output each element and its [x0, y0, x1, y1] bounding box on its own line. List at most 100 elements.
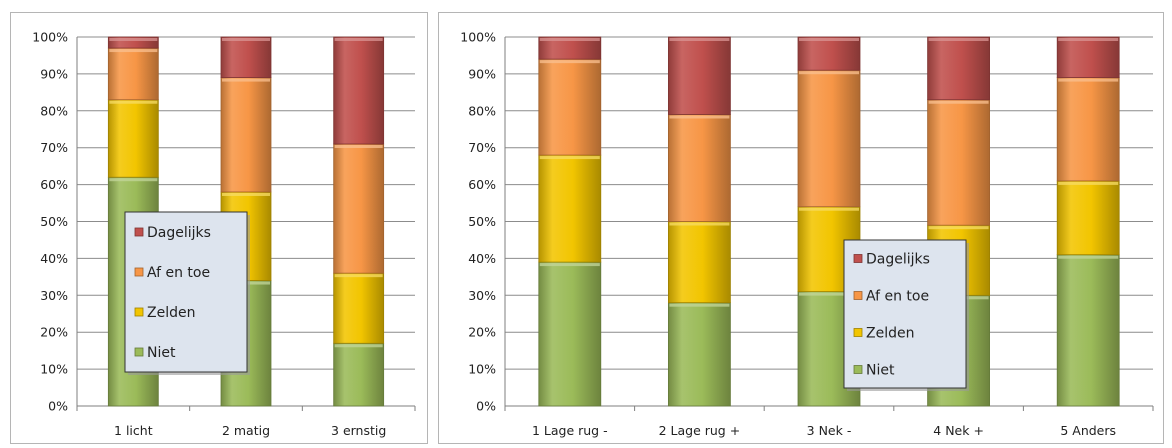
- legend-swatch-af-en-toe: [853, 291, 863, 300]
- legend-label: Af en toe: [866, 289, 929, 305]
- bar-segment-zelden: [333, 272, 385, 344]
- y-tick-label: 80%: [468, 103, 496, 118]
- legend-swatch-af-en-toe: [134, 267, 144, 277]
- bar-segment-af-en-toe: [107, 47, 159, 101]
- legend-swatch-dagelijks: [853, 254, 863, 263]
- y-tick-label: 100%: [460, 30, 496, 45]
- legend-label: Niet: [147, 345, 176, 361]
- bar-segment-bevel: [539, 156, 600, 160]
- bar-segment-bevel: [1058, 78, 1119, 82]
- y-tick-label: 10%: [40, 362, 68, 377]
- bar-segment-bevel: [334, 274, 383, 278]
- bar-segment-bevel: [539, 38, 600, 41]
- y-tick-label: 50%: [468, 214, 496, 229]
- bar-segment-dagelijks: [538, 36, 602, 60]
- bar-segment-dagelijks: [107, 36, 159, 49]
- bar-segment-bevel: [109, 38, 158, 41]
- bar-segment-bevel: [1058, 255, 1119, 259]
- bar-segment-dagelijks: [797, 36, 861, 71]
- bar-segment-dagelijks: [220, 36, 272, 78]
- y-tick-label: 10%: [468, 362, 496, 377]
- x-category-label: 5 Anders: [1060, 423, 1116, 438]
- y-tick-label: 100%: [32, 30, 68, 45]
- bar-segment-zelden: [107, 99, 159, 178]
- y-tick-label: 50%: [40, 214, 68, 229]
- bar-segment-bevel: [669, 222, 730, 226]
- bar-segment-af-en-toe: [220, 77, 272, 193]
- bar-segment-bevel: [799, 38, 859, 41]
- y-tick-label: 40%: [468, 251, 496, 266]
- y-tick-label: 30%: [40, 288, 68, 303]
- legend-box: [124, 211, 248, 373]
- bar-segment-af-en-toe: [333, 143, 385, 274]
- bar-segment-af-en-toe: [538, 58, 602, 156]
- bar-segment-dagelijks: [1056, 36, 1120, 78]
- bar-segment-bevel: [222, 192, 270, 196]
- x-category-label: 2 Lage rug +: [659, 423, 741, 438]
- bar-segment-zelden: [667, 221, 731, 304]
- y-tick-label: 0%: [48, 399, 68, 414]
- bar-segment-dagelijks: [667, 36, 731, 115]
- y-tick-label: 90%: [40, 66, 68, 81]
- chart-panel-complaint-type: 0% 10% 20% 30% 40% 50% 60% 70% 80% 90% 100% 1 Lage …: [438, 12, 1164, 444]
- legend-swatch-zelden: [134, 307, 144, 317]
- y-tick-label: 70%: [40, 140, 68, 155]
- bar-segment-bevel: [799, 71, 859, 75]
- bar-segment-bevel: [539, 263, 600, 267]
- bar-segment-bevel: [334, 38, 383, 41]
- bar-segment-niet: [667, 302, 731, 407]
- bar-segment-bevel: [109, 178, 158, 182]
- stacked-bar-chart-complaint-type: 0% 10% 20% 30% 40% 50% 60% 70% 80% 90% 100% 1 Lage …: [460, 30, 1154, 438]
- bar-segment-af-en-toe: [1056, 77, 1120, 182]
- bar-segment-af-en-toe: [927, 99, 991, 226]
- legend-label: Zelden: [147, 305, 195, 321]
- legend: Dagelijks Af en toe Zelden Niet: [843, 239, 969, 391]
- bar-segment-bevel: [799, 207, 859, 211]
- bar-segment-bevel: [928, 100, 989, 104]
- bar-segment-bevel: [1058, 38, 1119, 41]
- bar-segment-bevel: [334, 145, 383, 149]
- bar-segment-af-en-toe: [667, 114, 731, 222]
- legend-label: Niet: [866, 363, 895, 379]
- legend-swatch-niet: [134, 347, 144, 357]
- legend-label: Dagelijks: [147, 225, 211, 241]
- bar-segment-bevel: [1058, 181, 1119, 185]
- y-tick-label: 60%: [40, 177, 68, 192]
- x-category-label: 1 Lage rug -: [532, 423, 608, 438]
- bar-segment-bevel: [928, 38, 989, 41]
- x-category-label: 4 Nek +: [933, 423, 984, 438]
- legend: Dagelijks Af en toe Zelden Niet: [124, 211, 250, 375]
- x-category-label: 1 licht: [114, 423, 153, 438]
- legend-label: Zelden: [866, 326, 914, 342]
- chart-panel-severity: 0% 10% 20% 30% 40% 50% 60% 70% 80% 90% 100% 1 licht…: [10, 12, 428, 444]
- bar-segment-bevel: [928, 226, 989, 230]
- x-category-label: 2 matig: [222, 423, 270, 438]
- y-tick-label: 90%: [468, 66, 496, 81]
- legend-label: Af en toe: [147, 265, 210, 281]
- bar-segment-bevel: [669, 303, 730, 307]
- legend-swatch-niet: [853, 365, 863, 374]
- bar-segment-bevel: [669, 115, 730, 119]
- y-tick-label: 60%: [468, 177, 496, 192]
- bar-segment-bevel: [669, 38, 730, 41]
- y-tick-label: 0%: [476, 399, 496, 414]
- y-tick-label: 30%: [468, 288, 496, 303]
- x-category-label: 3 Nek -: [807, 423, 852, 438]
- bar-segment-niet: [333, 342, 385, 407]
- y-tick-label: 20%: [468, 325, 496, 340]
- y-tick-label: 80%: [40, 103, 68, 118]
- bar-segment-bevel: [109, 100, 158, 104]
- bar-segment-dagelijks: [333, 36, 385, 145]
- bar-segment-zelden: [1056, 180, 1120, 256]
- bar-segment-bevel: [109, 49, 158, 53]
- bar-segment-bevel: [799, 292, 859, 296]
- bar-segment-niet: [1056, 254, 1120, 407]
- bar-segment-bevel: [222, 78, 270, 82]
- y-tick-label: 70%: [468, 140, 496, 155]
- bar-segment-af-en-toe: [797, 69, 861, 208]
- bar-segment-bevel: [334, 344, 383, 348]
- y-tick-label: 20%: [40, 325, 68, 340]
- legend-swatch-dagelijks: [134, 227, 144, 237]
- y-tick-label: 40%: [40, 251, 68, 266]
- bar-segment-bevel: [539, 60, 600, 64]
